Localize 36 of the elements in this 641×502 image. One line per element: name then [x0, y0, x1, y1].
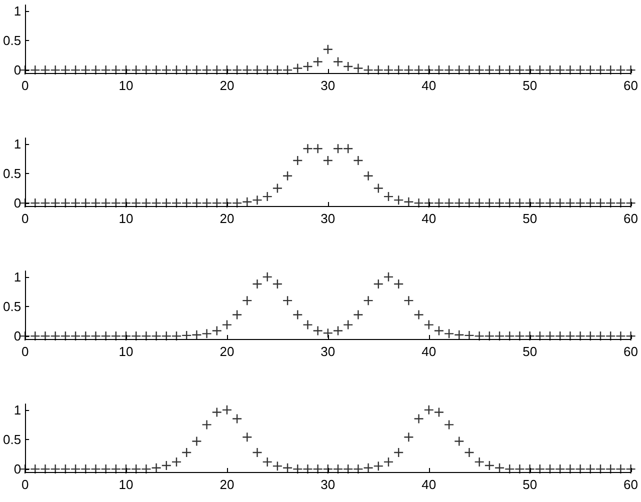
x-tick-label: 40	[422, 211, 436, 226]
x-tick-label: 60	[624, 344, 638, 359]
x-tick-label: 30	[320, 477, 336, 492]
x-tick-label: 50	[522, 477, 538, 492]
x-tick-label: 20	[220, 344, 234, 359]
x-tick-label: 50	[522, 78, 538, 93]
y-tick-label: 0.5	[2, 32, 22, 48]
y-tick-label: 0	[14, 462, 22, 477]
x-tick-label: 30	[320, 211, 336, 226]
y-tick-label: 1	[14, 402, 22, 418]
x-tick-label: 40	[422, 344, 436, 359]
x-tick-label: 30	[320, 344, 336, 359]
x-tick-label: 60	[624, 211, 638, 226]
x-tick-label: 20	[220, 211, 234, 226]
x-tick-label: 50	[522, 344, 538, 359]
x-tick-label: 10	[118, 78, 134, 93]
y-tick-label: 0.5	[2, 166, 22, 181]
x-tick-label: 40	[422, 78, 436, 93]
y-tick-label: 0	[14, 196, 22, 211]
y-tick-label: 0.5	[2, 298, 22, 314]
x-tick-label: 10	[118, 211, 134, 226]
x-tick-label: 20	[220, 78, 234, 93]
x-tick-label: 30	[320, 78, 336, 93]
x-tick-label: 40	[422, 477, 436, 492]
x-tick-label: 50	[522, 211, 538, 226]
y-tick-label: 1	[14, 136, 22, 152]
x-tick-label: 60	[624, 78, 638, 93]
y-tick-label: 1	[14, 269, 22, 284]
y-tick-label: 1	[14, 3, 22, 18]
y-tick-label: 0.5	[2, 432, 22, 447]
y-tick-label: 0	[14, 328, 22, 344]
x-tick-label: 10	[118, 477, 134, 492]
y-tick-label: 0	[14, 62, 22, 78]
x-tick-label: 10	[118, 344, 134, 359]
x-tick-label: 20	[220, 477, 234, 492]
x-tick-label: 60	[624, 477, 638, 492]
